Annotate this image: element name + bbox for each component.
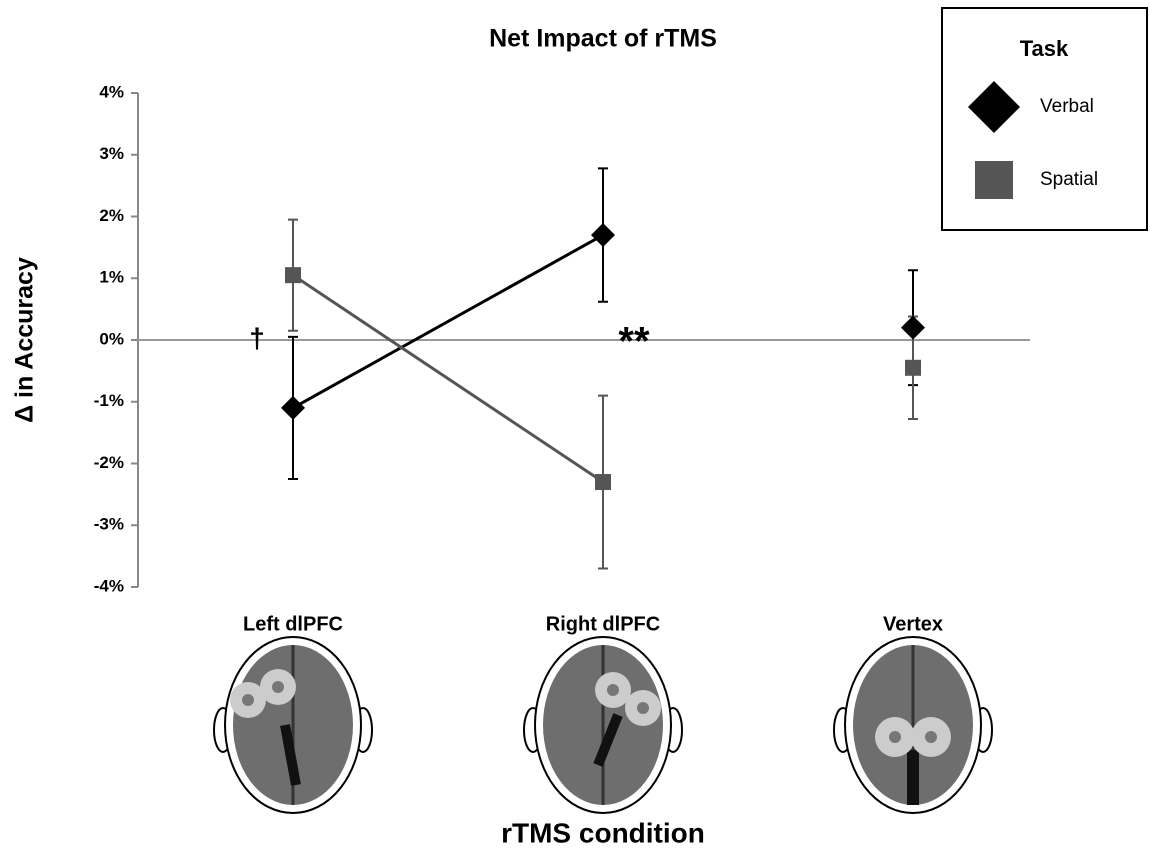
series-line xyxy=(293,275,603,482)
chart-title: Net Impact of rTMS xyxy=(489,25,717,53)
y-tick-label: 1% xyxy=(99,268,124,287)
marker xyxy=(591,223,615,247)
chart: Net Impact of rTMS Δ in Accuracy rTMS co… xyxy=(0,0,1150,857)
annotation: † xyxy=(249,322,265,353)
y-tick-label: -2% xyxy=(94,453,124,472)
y-tick-label: -1% xyxy=(94,391,124,410)
y-tick-label: 3% xyxy=(99,144,124,163)
y-tick-label: -4% xyxy=(94,576,124,595)
legend-label: Verbal xyxy=(1040,96,1094,117)
y-axis-label: Δ in Accuracy xyxy=(11,257,39,423)
marker xyxy=(281,396,305,420)
x-tick-label: Right dlPFC xyxy=(546,613,660,635)
brain-illustrations xyxy=(214,637,992,813)
series-line xyxy=(293,235,603,408)
x-tick-label: Left dlPFC xyxy=(243,613,343,635)
legend-title: Task xyxy=(1020,36,1069,61)
marker xyxy=(285,267,301,283)
legend-marker xyxy=(975,161,1013,199)
legend-label: Spatial xyxy=(1040,169,1098,190)
brain xyxy=(214,637,372,813)
marker xyxy=(901,316,925,340)
y-tick-label: 4% xyxy=(99,82,124,101)
x-axis-label: rTMS condition xyxy=(501,817,705,848)
brain xyxy=(524,637,682,813)
annotation: ** xyxy=(618,320,650,364)
y-tick-label: 0% xyxy=(99,329,124,348)
marker xyxy=(595,474,611,490)
x-tick-label: Vertex xyxy=(883,613,943,635)
y-tick-label: -3% xyxy=(94,515,124,534)
marker xyxy=(905,360,921,376)
y-tick-label: 2% xyxy=(99,206,124,225)
brain xyxy=(834,637,992,813)
